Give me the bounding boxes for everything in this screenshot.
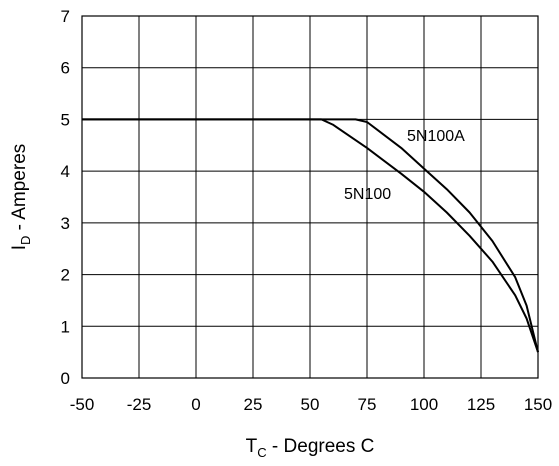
y-tick-labels: 0 1 2 3 4 5 6 7 <box>61 7 70 388</box>
series-label-5n100a: 5N100A <box>407 128 465 145</box>
x-tick-label: -25 <box>127 395 152 414</box>
x-tick-labels: -50 -25 0 25 50 75 100 125 150 <box>70 395 552 414</box>
x-tick-label: 25 <box>244 395 263 414</box>
x-tick-label: 75 <box>358 395 377 414</box>
y-tick-label: 1 <box>61 317 70 336</box>
series-line-5n100a <box>82 118 539 353</box>
x-tick-label: -50 <box>70 395 95 414</box>
x-axis-title: TC - Degrees C <box>246 436 375 460</box>
y-tick-label: 4 <box>61 162 70 181</box>
series-label-5n100: 5N100 <box>344 186 391 203</box>
y-tick-label: 0 <box>61 369 70 388</box>
x-tick-label: 0 <box>191 395 200 414</box>
x-tick-label: 150 <box>524 395 552 414</box>
x-tick-label: 50 <box>301 395 320 414</box>
y-tick-label: 2 <box>61 266 70 285</box>
y-tick-label: 7 <box>61 7 70 26</box>
y-tick-label: 6 <box>61 59 70 78</box>
x-tick-label: 125 <box>467 395 495 414</box>
series-line-5n100 <box>82 118 539 353</box>
series-lines <box>82 118 539 353</box>
y-tick-label: 3 <box>61 214 70 233</box>
plot-frame <box>81 15 539 379</box>
y-tick-label: 5 <box>61 110 70 129</box>
y-axis-title: ID - Amperes <box>9 144 33 251</box>
x-tick-label: 100 <box>410 395 438 414</box>
